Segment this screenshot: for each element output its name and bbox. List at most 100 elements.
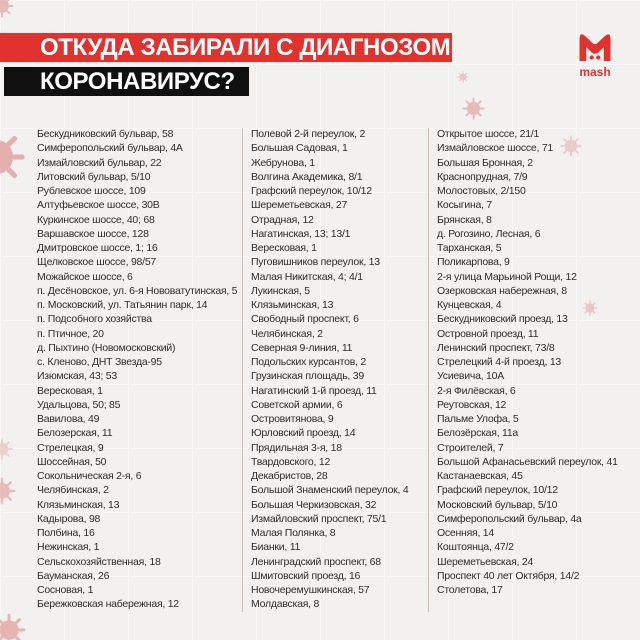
address-item: Кастанаевская, 45 [437, 470, 523, 482]
address-item: Измайловское шоссе, 71 [437, 142, 554, 155]
address-item: Бианки, 11 [251, 541, 301, 554]
address-item: Ленинградский проспект, 68 [251, 555, 381, 568]
address-item: Белозёрская, 11а [437, 427, 519, 440]
address-item: Симферопольский бульвар, 4А [37, 142, 183, 155]
address-item: Полбина, 16 [37, 527, 95, 539]
address-item: Кунцевская, 4 [437, 299, 502, 311]
address-item: Челябинская, 2 [251, 327, 323, 340]
address-item: п. Московский, ул. Татьянин парк, 14 [37, 299, 208, 311]
address-item: Симферопольский бульвар, 4а [437, 512, 582, 525]
address-item: Островной проезд, 11 [437, 327, 539, 340]
address-item: Московский бульвар, 5/10 [437, 498, 558, 511]
address-item: Дмитровское шоссе, 1; 16 [37, 242, 158, 254]
address-item: Вавилова, 49 [37, 413, 100, 425]
address-item: д. Пыхтино (Новомосковский) [37, 341, 176, 354]
mash-logo: mash [574, 30, 616, 79]
address-item: Стрелецкий 4-й проезд, 13 [437, 356, 562, 368]
address-item: Кадырова, 98 [37, 512, 101, 525]
column-separator [242, 128, 243, 612]
address-item: п. Птичное, 20 [37, 327, 104, 340]
address-item: Варшавское шоссе, 128 [37, 227, 149, 240]
address-item: Косыгина, 7 [437, 199, 493, 212]
address-item: Полевой 2-й переулок, 2 [251, 128, 366, 140]
address-item: Малая Никитская, 4; 4/1 [251, 270, 363, 283]
address-item: Большая Садовая, 1 [251, 142, 348, 155]
address-item: Жебрунова, 1 [251, 156, 315, 169]
address-item: Малая Полянка, 8 [251, 527, 336, 539]
address-item: Прядильная 3-я, 18 [251, 441, 342, 454]
address-item: Большая Черкизовская, 32 [251, 498, 377, 511]
address-item: Бауманская, 26 [37, 569, 110, 582]
address-item: Большая Бронная, 2 [437, 156, 533, 169]
address-item: Строителей, 7 [437, 441, 504, 454]
virus-icon [0, 438, 13, 460]
title-line-1: ОТКУДА ЗАБИРАЛИ С ДИАГНОЗОМ [0, 33, 452, 62]
address-item: Графский переулок, 10/12 [437, 484, 558, 497]
address-item: Шоссейная, 50 [37, 455, 107, 468]
address-item: Белозерская, 11 [37, 427, 113, 440]
virus-icon [457, 71, 469, 83]
virus-icon [0, 477, 16, 505]
address-item: Пальме Улофа, 5 [437, 413, 519, 425]
address-item: Северная 9-линия, 11 [251, 341, 353, 354]
address-item: Тарханская, 5 [437, 242, 502, 254]
address-item: п. Десёновское, ул. 6-я Нововатутинская,… [37, 284, 238, 297]
address-item: Декабристов, 28 [251, 470, 328, 482]
address-item: Челябинская, 2 [37, 484, 109, 497]
address-item: Вересковая, 1 [251, 242, 317, 254]
address-item: Озерковская набережная, 8 [437, 284, 567, 297]
address-item: Бескудниковский бульвар, 58 [37, 128, 174, 140]
title-line-2: КОРОНАВИРУС? [4, 67, 249, 96]
address-item: Литовский бульвар, 5/10 [37, 170, 151, 183]
address-column-2: Полевой 2-й переулок, 2 Большая Садовая, … [251, 127, 409, 612]
address-list: Бескудниковский бульвар, 58 Симферопольск… [37, 127, 238, 612]
address-item: Бережковская набережная, 12 [37, 598, 179, 611]
address-item: Пуговишников переулок, 13 [251, 256, 380, 269]
address-item: Осенняя, 14 [437, 527, 494, 539]
address-item: Проспект 40 лет Октября, 14/2 [437, 569, 580, 582]
address-item: Нагатинский 1-й проезд, 11 [251, 384, 377, 397]
address-item: Рублевское шоссе, 109 [37, 185, 146, 197]
address-column-3: Открытое шоссе, 21/1 Измайловское шоссе, … [437, 127, 618, 597]
address-item: Клязьминская, 13 [251, 299, 334, 311]
address-item: Краснопрудная, 7/9 [437, 170, 528, 183]
address-item: Ленинский проспект, 73/8 [437, 341, 555, 354]
address-item: Шереметьевская, 24 [437, 555, 534, 568]
address-item: Бескудниковский проезд, 13 [437, 313, 568, 326]
address-item: 2-я Филёвская, 6 [437, 384, 516, 397]
address-item: Клязьминская, 13 [37, 498, 120, 511]
address-item: Советской армии, 6 [251, 398, 343, 411]
column-separator [428, 128, 429, 612]
address-list: Полевой 2-й переулок, 2 Большая Садовая, … [251, 127, 409, 612]
mash-logo-text: mash [579, 65, 611, 79]
address-item: Измайловский бульвар, 22 [37, 156, 162, 169]
address-item: Можайское шоссе, 6 [37, 270, 133, 283]
address-item: Столетова, 17 [437, 584, 503, 596]
address-item: Новочеремушкинская, 57 [251, 584, 370, 596]
address-item: Усиевича, 10А [437, 370, 504, 383]
address-list: Открытое шоссе, 21/1 Измайловское шоссе, … [437, 127, 618, 597]
address-item: Нагатинская, 13; 13/1 [251, 227, 351, 240]
address-item: Шереметьевская, 27 [251, 199, 348, 212]
virus-icon [0, 127, 26, 187]
address-item: с. Кленово, ДНТ Звезда-95 [37, 356, 162, 368]
address-item: Большой Знаменский переулок, 4 [251, 484, 409, 497]
address-item: Большой Афанасьевский переулок, 41 [437, 455, 618, 468]
address-item: Сельскохозяйственная, 18 [37, 555, 161, 568]
address-item: Коштоянца, 47/2 [437, 541, 514, 554]
mash-m-icon [579, 34, 611, 61]
address-item: Сокольническая 2-я, 6 [37, 470, 142, 482]
address-item: Поликарпова, 9 [437, 256, 510, 269]
address-item: Сосновая, 1 [37, 584, 94, 596]
virus-icon [0, 0, 14, 18]
address-item: Графский переулок, 10/12 [251, 185, 372, 197]
address-item: п. Подсобного хозяйства [37, 313, 152, 326]
address-item: Отрадная, 12 [251, 213, 314, 226]
address-item: Шмитовский проезд, 16 [251, 569, 361, 582]
address-item: Подольских курсантов, 2 [251, 356, 366, 368]
address-item: Островитянова, 9 [251, 413, 334, 425]
address-item: Твардовского, 12 [251, 455, 331, 468]
address-item: Удальцова, 50; 85 [37, 398, 121, 411]
address-item: Нежинская, 1 [37, 541, 100, 554]
